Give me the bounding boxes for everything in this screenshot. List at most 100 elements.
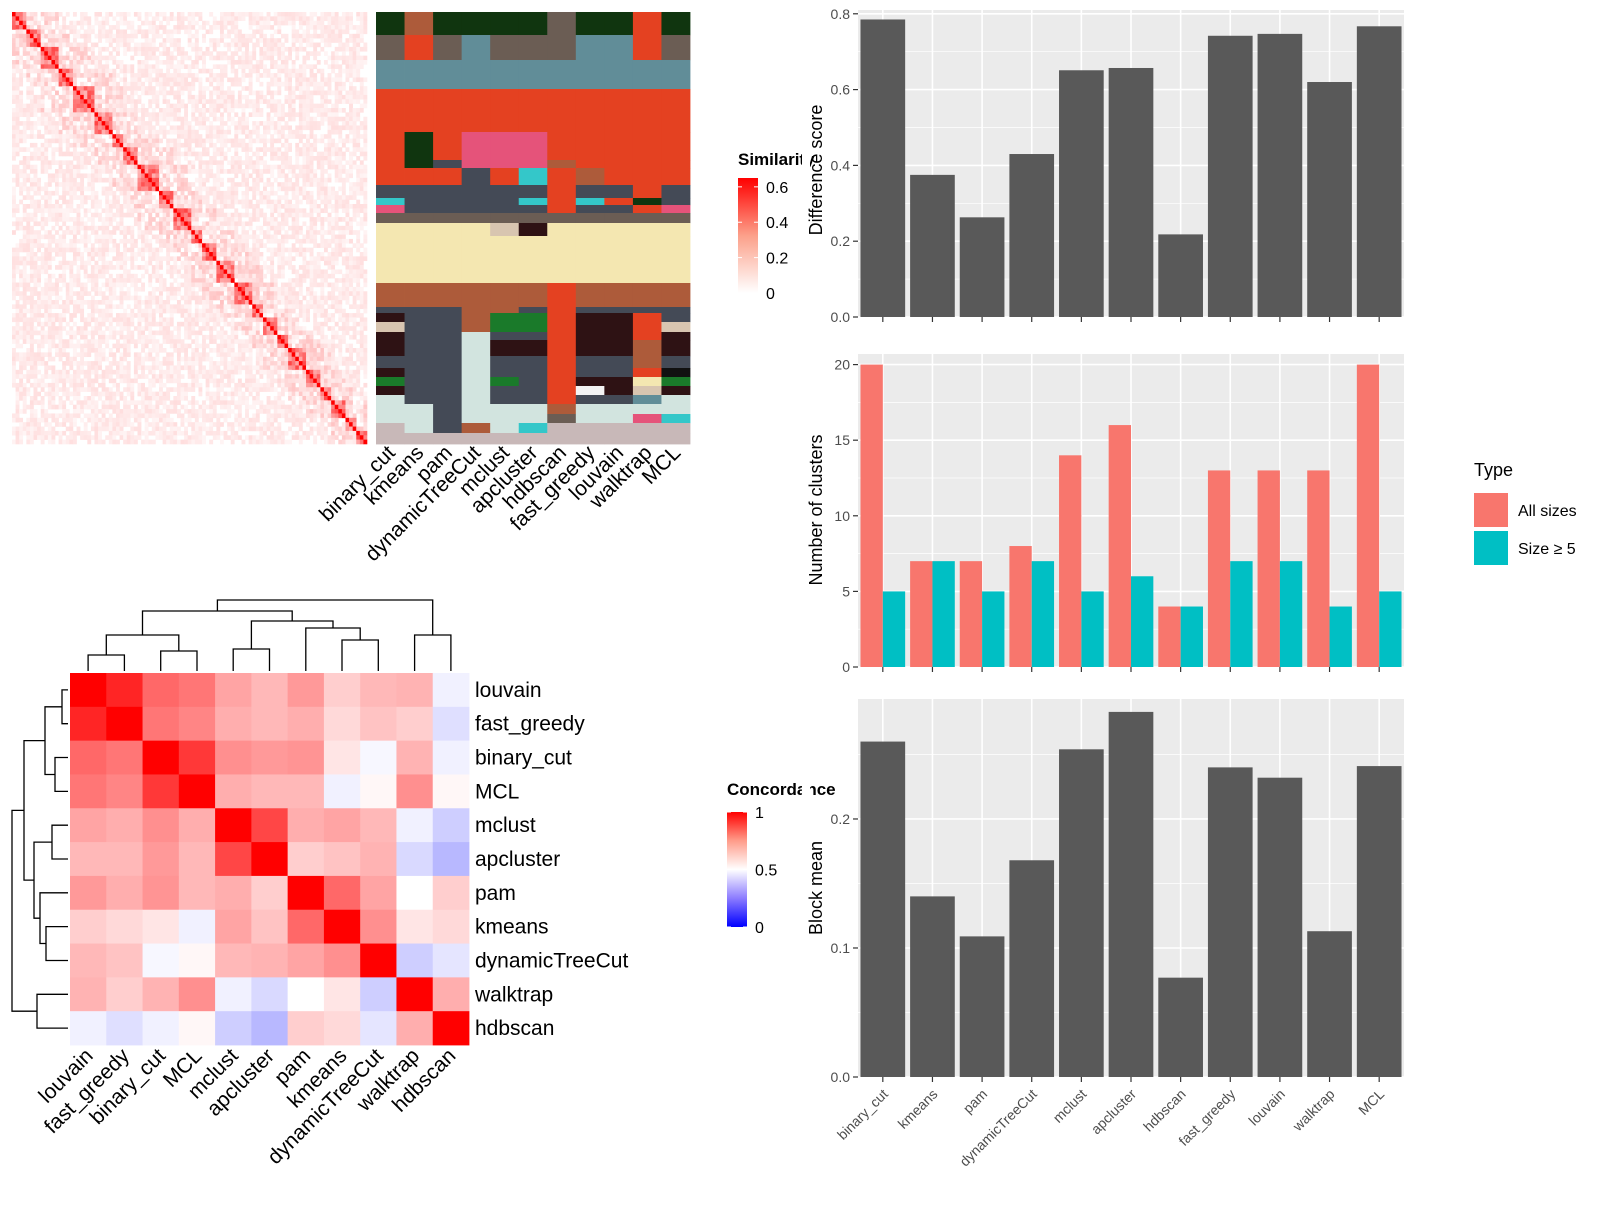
similarity-cell bbox=[55, 295, 59, 301]
similarity-cell bbox=[69, 173, 74, 179]
similarity-cell bbox=[306, 195, 310, 200]
similarity-cell bbox=[349, 286, 353, 292]
similarity-cell bbox=[288, 86, 292, 91]
similarity-cell bbox=[176, 16, 181, 22]
similarity-cell bbox=[363, 221, 368, 227]
similarity-cell bbox=[291, 25, 296, 30]
similarity-cell bbox=[273, 103, 278, 109]
similarity-cell bbox=[191, 25, 196, 30]
similarity-cell bbox=[162, 116, 167, 122]
similarity-cell bbox=[219, 64, 224, 70]
similarity-cell bbox=[313, 103, 318, 109]
similarity-cell bbox=[223, 156, 228, 161]
similarity-cell bbox=[144, 269, 149, 275]
similarity-cell bbox=[363, 190, 368, 196]
similarity-cell bbox=[309, 151, 314, 157]
similarity-cell bbox=[230, 199, 235, 205]
similarity-cell bbox=[313, 169, 318, 174]
similarity-cell bbox=[105, 286, 110, 292]
similarity-cell bbox=[65, 81, 70, 87]
similarity-cell bbox=[94, 33, 99, 39]
similarity-cell bbox=[65, 173, 70, 179]
similarity-cell bbox=[176, 142, 181, 148]
similarity-cell bbox=[187, 295, 192, 301]
similarity-cell bbox=[72, 252, 77, 257]
similarity-cell bbox=[123, 121, 128, 126]
similarity-cell bbox=[212, 190, 217, 196]
similarity-cell bbox=[320, 121, 325, 126]
similarity-cell bbox=[37, 73, 41, 78]
similarity-cell bbox=[230, 177, 235, 183]
similarity-cell bbox=[327, 129, 332, 135]
similarity-cell bbox=[180, 51, 185, 56]
similarity-cell bbox=[112, 94, 117, 100]
similarity-cell bbox=[184, 16, 189, 22]
similarity-cell bbox=[141, 286, 145, 292]
similarity-cell bbox=[349, 164, 353, 170]
similarity-cell bbox=[198, 94, 203, 100]
similarity-cell bbox=[284, 295, 289, 301]
similarity-cell bbox=[298, 12, 303, 17]
similarity-cell bbox=[288, 225, 292, 231]
similarity-cell bbox=[130, 208, 135, 214]
similarity-cell bbox=[159, 225, 163, 231]
similarity-cell bbox=[137, 12, 142, 17]
similarity-cell bbox=[40, 260, 45, 266]
similarity-cell bbox=[119, 260, 124, 266]
similarity-cell bbox=[352, 121, 357, 126]
similarity-cell bbox=[159, 238, 163, 244]
similarity-cell bbox=[180, 121, 185, 126]
similarity-cell bbox=[26, 230, 31, 235]
similarity-cell bbox=[359, 38, 364, 43]
similarity-cell bbox=[194, 20, 199, 26]
similarity-cell bbox=[80, 199, 85, 205]
similarity-cell bbox=[227, 16, 232, 22]
similarity-cell bbox=[263, 121, 267, 126]
similarity-cell bbox=[187, 68, 192, 74]
similarity-cell bbox=[76, 186, 81, 192]
similarity-cell bbox=[176, 51, 181, 56]
similarity-cell bbox=[273, 286, 278, 292]
similarity-cell bbox=[227, 269, 232, 275]
similarity-cell bbox=[105, 247, 110, 253]
similarity-cell bbox=[327, 221, 332, 227]
similarity-cell bbox=[80, 20, 85, 26]
similarity-cell bbox=[306, 212, 310, 218]
similarity-cell bbox=[302, 121, 307, 126]
similarity-cell bbox=[245, 142, 249, 148]
similarity-cell bbox=[298, 273, 303, 279]
similarity-cell bbox=[219, 55, 224, 61]
similarity-cell bbox=[108, 260, 113, 266]
similarity-cell bbox=[263, 46, 267, 52]
similarity-cell bbox=[202, 265, 206, 270]
similarity-cell bbox=[76, 86, 81, 91]
similarity-cell bbox=[65, 116, 70, 122]
similarity-cell bbox=[338, 46, 343, 52]
similarity-cell bbox=[345, 265, 350, 270]
similarity-cell bbox=[359, 81, 364, 87]
similarity-cell bbox=[223, 282, 228, 288]
similarity-cell bbox=[252, 55, 257, 61]
similarity-cell bbox=[320, 252, 325, 257]
similarity-cell bbox=[69, 230, 74, 235]
similarity-cell bbox=[169, 142, 174, 148]
similarity-cell bbox=[295, 94, 300, 100]
similarity-cell bbox=[159, 195, 163, 200]
similarity-cell bbox=[356, 164, 361, 170]
similarity-cell bbox=[83, 291, 88, 296]
similarity-cell bbox=[22, 160, 27, 166]
similarity-cell bbox=[123, 51, 128, 56]
similarity-cell bbox=[198, 273, 203, 279]
similarity-cell bbox=[51, 64, 56, 70]
similarity-cell bbox=[33, 81, 38, 87]
similarity-cell bbox=[316, 182, 321, 187]
similarity-cell bbox=[176, 129, 181, 135]
similarity-cell bbox=[105, 81, 110, 87]
similarity-cell bbox=[320, 173, 325, 179]
similarity-cell bbox=[22, 295, 27, 301]
similarity-cell bbox=[212, 142, 217, 148]
similarity-cell bbox=[155, 260, 160, 266]
similarity-cell bbox=[72, 282, 77, 288]
similarity-cell bbox=[227, 260, 232, 266]
similarity-cell bbox=[148, 160, 153, 166]
